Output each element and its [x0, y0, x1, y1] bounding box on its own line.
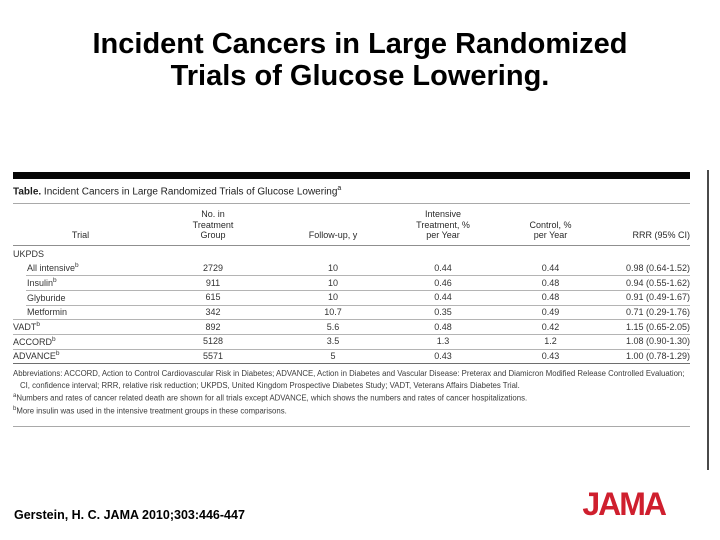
footnote-b: bMore insulin was used in the intensive … — [13, 406, 287, 417]
table-caption-superscript: a — [337, 185, 342, 192]
citation: Gerstein, H. C. JAMA 2010;303:446-447 — [14, 508, 245, 522]
table-row-all-intensive: All intensiveb 2729 10 0.44 0.44 0.98 (0.6… — [27, 262, 690, 274]
footnote-a: aNumbers and rates of cancer related dea… — [13, 393, 528, 403]
row-divider — [26, 304, 690, 306]
table-footnotes: Abbreviations: ACCORD, Action to Control… — [13, 368, 690, 417]
column-header-followup: Follow-up, y — [308, 230, 358, 241]
row-divider — [13, 333, 690, 335]
table-caption-label: Table. — [13, 186, 42, 198]
row-divider — [13, 348, 690, 350]
jama-table-figure: Table. Incident Cancers in Large Randomi… — [13, 172, 690, 427]
table-top-bar — [13, 172, 690, 179]
footnote-abbreviations: Abbreviations: ACCORD, Action to Control… — [13, 369, 685, 390]
column-header-control: Control, % per Year — [529, 219, 572, 241]
table-caption-text: Incident Cancers in Large Randomized Tri… — [41, 186, 338, 198]
table-row-metformin: Metformin 342 10.7 0.35 0.49 0.71 (0.29-1.… — [13, 304, 690, 320]
column-header-rrr: RRR (95% CI) — [632, 230, 690, 241]
caption-divider — [13, 203, 690, 205]
table-body: UKPDS All intensiveb 2729 10 0.44 0.44 0.9… — [13, 246, 690, 365]
table-row-insulin: Insulinb 911 10 0.46 0.48 0.94 (0.55-1.62) — [26, 275, 690, 289]
table-header-row: Trial No. in Treatment Group Follow-up, … — [13, 204, 690, 246]
table-row-vadt: VADTb 892 5.6 0.48 0.42 1.15 (0.65-2.05) — [13, 319, 690, 333]
row-divider — [26, 275, 690, 277]
table-row-accord: ACCORDb 5128 3.5 1.3 1.2 1.08 (0.90-1.30) — [13, 333, 690, 347]
column-header-trial: Trial — [71, 230, 90, 241]
jama-logo: JAMA — [582, 486, 667, 522]
slide-title: Incident Cancers in Large Randomized Tri… — [92, 28, 628, 93]
scan-edge-line — [707, 170, 709, 470]
row-divider — [26, 289, 690, 291]
figure-bottom-divider — [13, 425, 690, 427]
column-header-n: No. in Treatment Group — [192, 209, 234, 241]
column-header-intensive: Intensive Treatment, % per Year — [416, 209, 470, 241]
row-divider — [13, 319, 690, 321]
table-row-ukpds: UKPDS — [13, 248, 45, 259]
table-row-advance: ADVANCEb 5571 5 0.43 0.43 1.00 (0.78-1.29) — [13, 348, 690, 362]
table-row-glyburide: Glyburide 615 10 0.44 0.48 0.91 (0.49-1.67… — [13, 289, 690, 305]
table-caption: Table. Incident Cancers in Large Randomi… — [13, 185, 690, 197]
